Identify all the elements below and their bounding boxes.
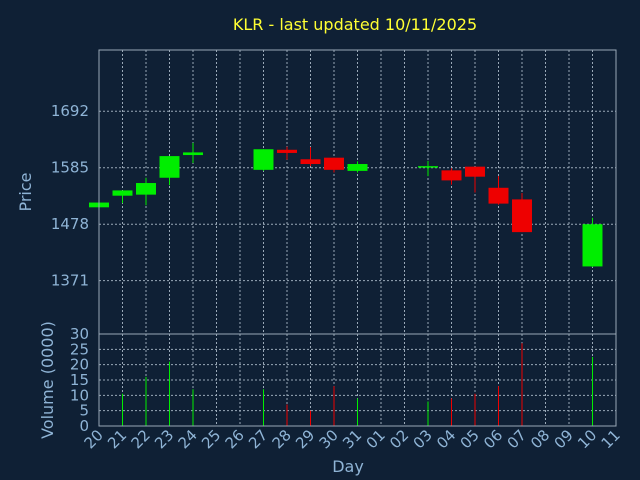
volume-tick-label: 5 [79,402,89,420]
x-axis-label: Day [332,457,364,476]
candle-body [112,190,133,196]
day-tick-label: 27 [245,426,271,452]
candle-body [512,199,532,233]
candle-body [582,224,603,267]
day-tick-label: 06 [480,426,506,452]
day-tick-label: 01 [363,426,389,452]
price-tick-label: 1692 [51,102,89,120]
day-tick-label: 03 [410,426,436,452]
day-tick-label: 31 [339,426,365,452]
day-tick-label: 26 [222,426,248,452]
day-tick-label: 02 [386,426,412,452]
volume-tick-label: 30 [70,325,89,343]
candle-body [183,152,203,156]
candle-body [277,149,297,153]
price-axis-ticks: 1371 1478 1585 1692 [51,102,89,289]
candle-body [136,183,156,195]
candle-body [159,156,180,178]
candle-body [324,157,344,170]
price-tick-label: 1371 [51,272,89,290]
day-tick-label: 09 [551,426,577,452]
candle-body [488,187,509,204]
price-tick-label: 1478 [51,215,89,233]
day-tick-label: 11 [598,426,624,452]
candle-body [465,166,485,177]
day-tick-label: 22 [128,426,154,452]
volume-tick-label: 0 [79,417,89,435]
day-tick-label: 25 [198,426,224,452]
price-tick-label: 1585 [51,159,89,177]
volume-tick-label: 20 [70,356,89,374]
day-tick-label: 05 [457,426,483,452]
day-tick-label: 23 [151,426,177,452]
price-candles [89,142,603,267]
day-tick-label: 21 [104,426,130,452]
volume-tick-label: 25 [70,340,89,358]
volume-bars [122,343,593,426]
chart-title: KLR - last updated 10/11/2025 [233,15,477,34]
candle-body [253,149,274,170]
volume-axis-label: Volume (0000) [38,321,57,439]
day-tick-label: 08 [527,426,553,452]
day-tick-label: 28 [269,426,295,452]
candle-body [347,164,368,171]
day-axis-ticks: 2021222324252627282930310102030405060708… [81,426,624,452]
price-grid [98,50,617,334]
candle-body [300,159,321,165]
volume-tick-label: 10 [70,386,89,404]
volume-panel-frame [98,333,617,427]
price-axis-label: Price [16,172,35,211]
candle-body [418,166,438,168]
day-tick-label: 07 [504,426,530,452]
day-tick-label: 29 [292,426,318,452]
candle-body [441,170,462,181]
volume-tick-label: 15 [70,371,89,389]
day-tick-label: 10 [574,426,600,452]
day-tick-label: 24 [175,426,201,452]
day-tick-label: 04 [433,426,459,452]
day-tick-label: 30 [316,426,342,452]
